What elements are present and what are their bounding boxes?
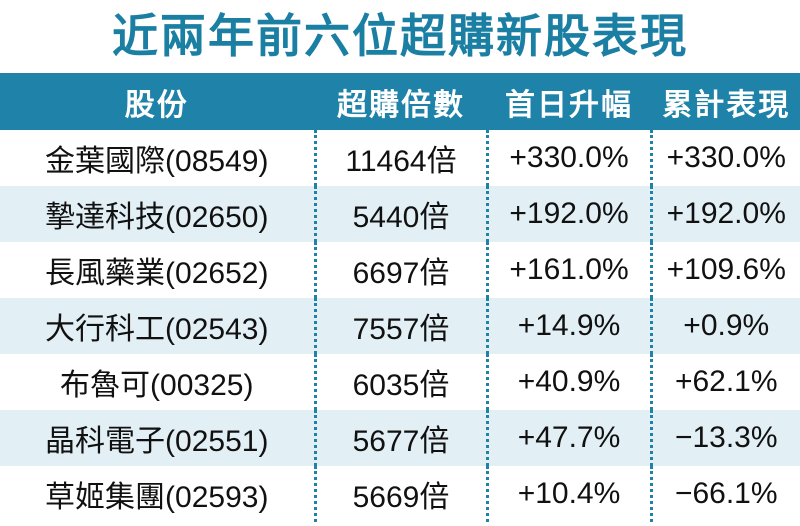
ipo-oversubscription-table: 股份 超購倍數 首日升幅 累計表現 金葉國際(08549) 11464倍 +330.0% +…: [0, 73, 800, 522]
stock-cell: 布魯可(00325): [60, 369, 254, 402]
oversubscription-cell: 5440倍: [313, 186, 487, 242]
stock-cell: 大行科工(02543): [0, 298, 315, 354]
first-day-gain-cell: +192.0%: [485, 186, 651, 242]
column-header: 股份: [0, 73, 315, 130]
first-day-gain-cell: +14.9%: [485, 298, 651, 354]
oversubscription-cell: 11464倍: [313, 130, 487, 186]
oversubscription-cell: 5669倍: [313, 466, 487, 522]
table-row: 大行科工(02543) 7557倍 +14.9% +0.9%: [0, 298, 800, 354]
table-row: 晶科電子(02551) 5677倍 +47.7% −13.3%: [0, 410, 800, 466]
cumulative-performance-cell: −13.3%: [649, 410, 800, 466]
cumulative-performance-cell: −66.1%: [649, 466, 800, 522]
oversubscription-cell: 6035倍: [313, 354, 487, 410]
header-row: 股份 超購倍數 首日升幅 累計表現: [0, 73, 800, 130]
first-day-gain-cell: +330.0%: [485, 130, 651, 186]
column-header: 超購倍數: [313, 73, 487, 130]
table-row: 草姬集團(02593) 5669倍 +10.4% −66.1%: [0, 466, 800, 522]
cumulative-performance-cell: +330.0%: [649, 130, 800, 186]
first-day-gain-cell: +161.0%: [485, 242, 651, 298]
first-day-gain-cell: +47.7%: [485, 410, 651, 466]
cumulative-performance-cell: +62.1%: [649, 354, 800, 410]
column-header: 累計表現: [649, 73, 800, 130]
first-day-gain-cell: +10.4%: [485, 466, 651, 522]
table-row: 金葉國際(08549) 11464倍 +330.0% +330.0%: [0, 130, 800, 186]
oversubscription-cell: 6697倍: [313, 242, 487, 298]
stock-cell: 長風藥業(02652): [45, 257, 269, 290]
stock-cell: 金葉國際(08549): [45, 145, 269, 178]
cumulative-performance-cell: +109.6%: [649, 242, 800, 298]
column-header: 首日升幅: [485, 73, 651, 130]
cumulative-performance-cell: +192.0%: [649, 186, 800, 242]
cumulative-performance-cell: +0.9%: [649, 298, 800, 354]
table-row: 長風藥業(02652) 6697倍 +161.0% +109.6%: [0, 242, 800, 298]
stock-cell: 草姬集團(02593): [45, 481, 269, 514]
table-title: 近兩年前六位超購新股表現: [112, 10, 688, 62]
oversubscription-cell: 7557倍: [313, 298, 487, 354]
oversubscription-cell: 5677倍: [313, 410, 487, 466]
first-day-gain-cell: +40.9%: [485, 354, 651, 410]
stock-cell: 晶科電子(02551): [0, 410, 315, 466]
stock-cell: 摯達科技(02650): [0, 186, 315, 242]
table-row: 摯達科技(02650) 5440倍 +192.0% +192.0%: [0, 186, 800, 242]
table-row: 布魯可(00325) 6035倍 +40.9% +62.1%: [0, 354, 800, 410]
